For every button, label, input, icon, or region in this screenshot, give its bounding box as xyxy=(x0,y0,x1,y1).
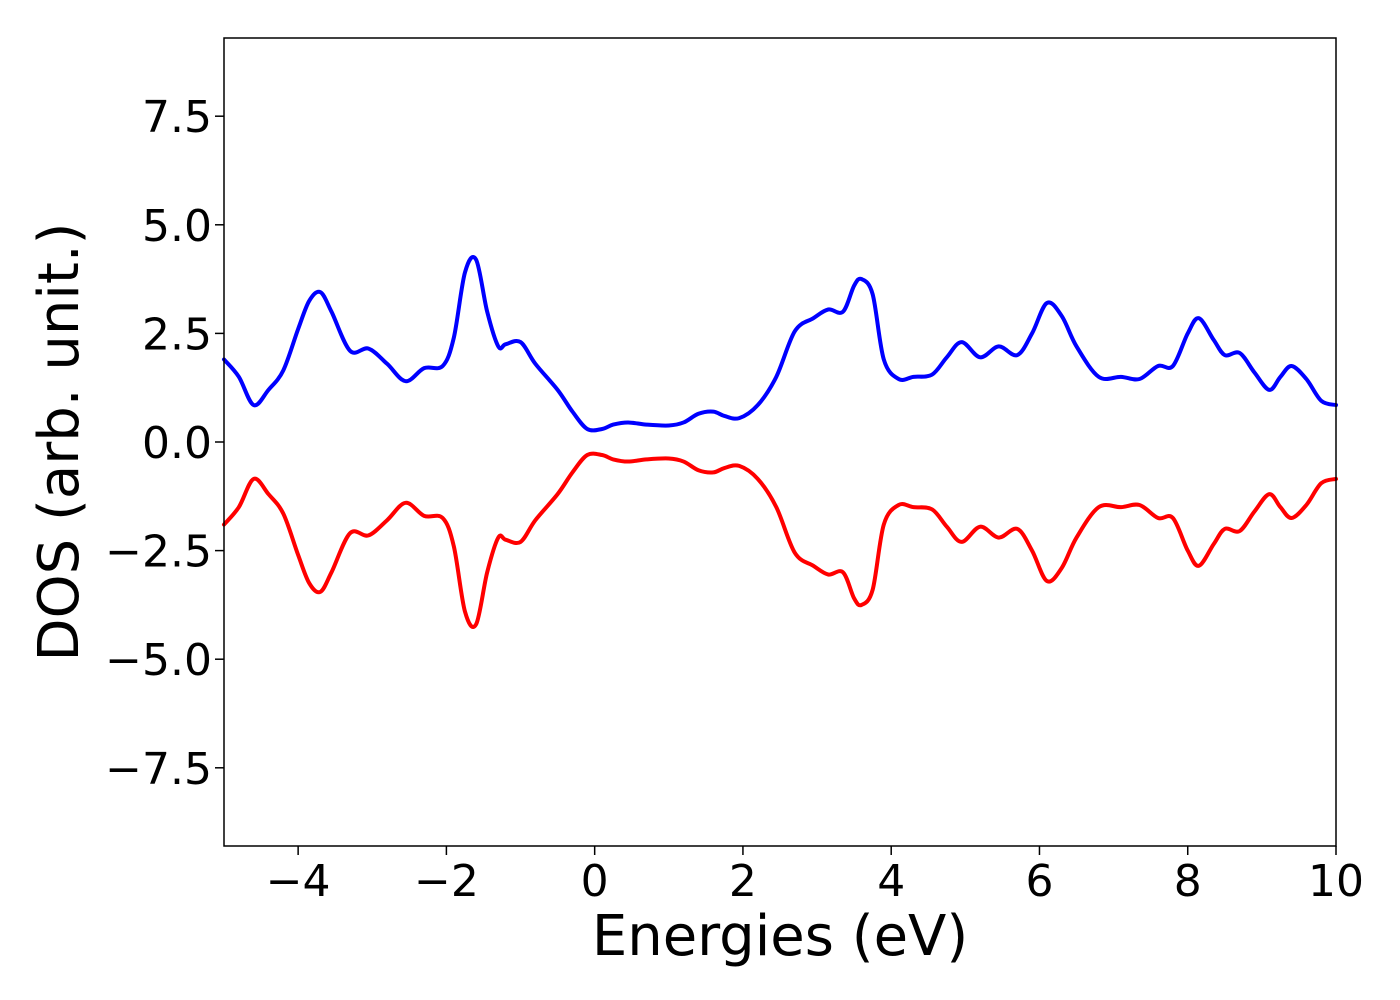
x-tick-label: 6 xyxy=(1025,856,1053,907)
x-tick-label: 2 xyxy=(729,856,757,907)
dos-series-positive xyxy=(222,255,1338,433)
plot-background xyxy=(224,38,1336,846)
y-tick-label: 7.5 xyxy=(142,92,212,143)
y-tick-label: 0.0 xyxy=(142,418,212,469)
dos-series-negative xyxy=(222,451,1338,629)
y-tick-label: −5.0 xyxy=(105,635,212,686)
x-tick-label: −4 xyxy=(266,856,331,907)
y-tick-label: 5.0 xyxy=(142,201,212,252)
x-tick-label: 4 xyxy=(877,856,905,907)
y-axis-label: DOS (arb. unit.) xyxy=(27,222,92,661)
x-axis-label: Energies (eV) xyxy=(592,904,968,969)
x-tick-label: −2 xyxy=(414,856,479,907)
y-axis: 7.5 5.0 2.5 0.0 −2.5 −5.0 −7.5 xyxy=(105,92,224,795)
x-axis: −4 −2 0 2 4 6 8 10 xyxy=(266,846,1364,907)
y-tick-label: 2.5 xyxy=(142,309,212,360)
series-layer xyxy=(222,255,1338,629)
x-tick-label: 10 xyxy=(1308,856,1364,907)
y-tick-label: −2.5 xyxy=(105,527,212,578)
y-tick-label: −7.5 xyxy=(105,744,212,795)
x-tick-label: 8 xyxy=(1174,856,1202,907)
x-tick-label: 0 xyxy=(581,856,609,907)
